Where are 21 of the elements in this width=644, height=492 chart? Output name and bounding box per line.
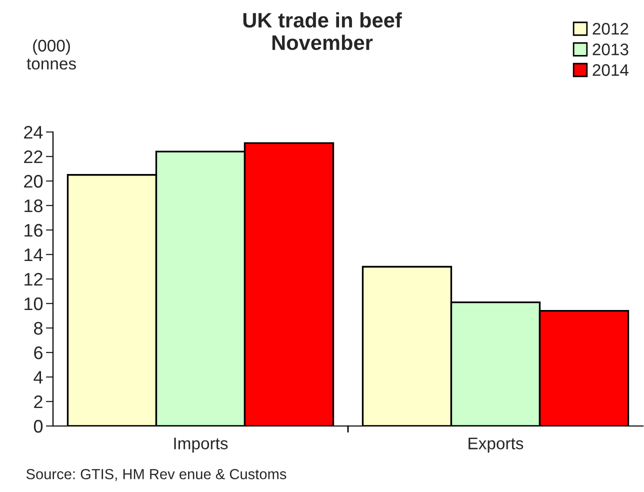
y-tick-label: 2 [34,395,42,408]
legend-label: 2014 [592,64,629,76]
y-tick-label: 4 [34,371,43,384]
chart-title: UK trade in beef November [243,12,402,50]
y-tick-label: 14 [24,248,43,262]
y-tick-label: 24 [24,126,43,139]
x-tick-label: Imports [174,438,228,453]
y-axis-title: (000) tonnes [26,39,76,70]
y-tick-label: 10 [24,297,43,310]
y-tick-label: 6 [34,346,42,360]
source-note: Source: GTIS, HM Rev enue & Customs [26,468,286,481]
y-tick-label: 8 [34,322,42,335]
legend-label: 2012 [592,22,628,35]
y-tick-label: 20 [24,174,43,188]
y-tick-label: 0 [34,420,43,433]
y-tick-label: 22 [24,150,42,164]
x-tick-label: Exports [468,438,524,453]
y-tick-label: 12 [24,272,42,286]
y-tick-label: 18 [24,199,42,212]
legend-label: 2013 [592,44,628,56]
y-tick-label: 16 [24,224,42,237]
